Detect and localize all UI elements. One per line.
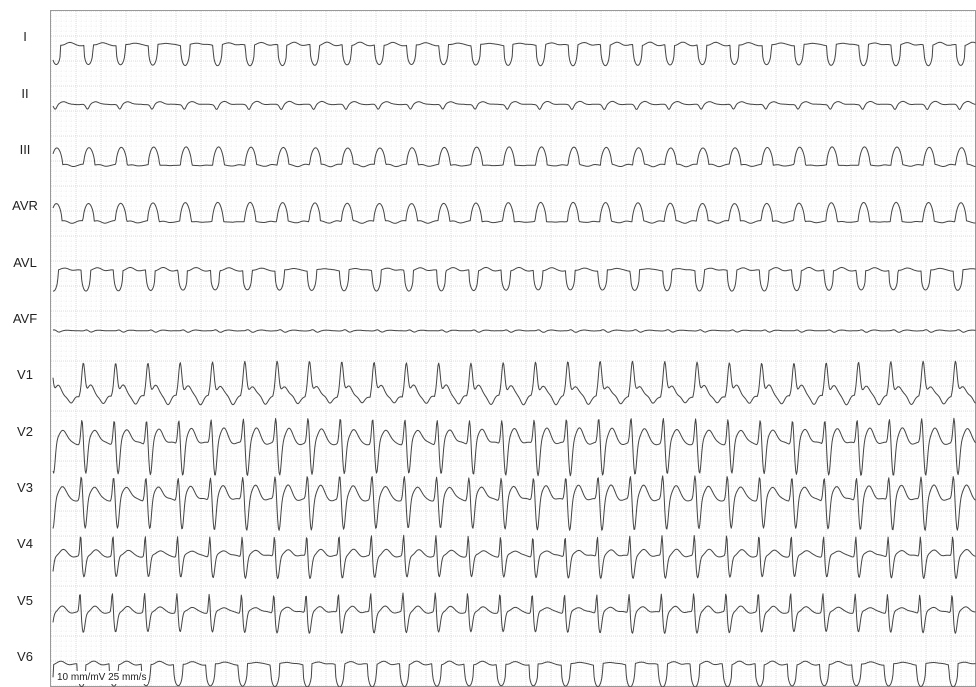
lead-label-v1: V1	[17, 367, 33, 383]
lead-trace-v5	[52, 592, 976, 634]
lead-label-v3: V3	[17, 479, 33, 495]
lead-trace-iii	[52, 146, 976, 168]
lead-label-avf: AVF	[12, 310, 38, 326]
lead-label-avl: AVL	[13, 254, 37, 270]
lead-trace-avl	[52, 267, 976, 292]
ecg-traces	[52, 41, 976, 687]
lead-label-v4: V4	[17, 536, 33, 552]
lead-label-v5: V5	[17, 592, 33, 608]
lead-label-iii: III	[19, 141, 31, 157]
lead-trace-v3	[52, 475, 976, 531]
calibration-note: 10 mm/mV 25 mm/s	[55, 671, 149, 684]
lead-labels: I II III AVR AVL AVF V1 V2 V3 V4 V5 V6	[0, 0, 52, 687]
lead-trace-v4	[52, 534, 976, 580]
lead-trace-v2	[52, 417, 976, 477]
lead-label-ii: II	[21, 85, 29, 101]
lead-trace-ii	[52, 100, 976, 110]
lead-trace-i	[52, 41, 976, 67]
lead-trace-avr	[52, 201, 976, 224]
lead-trace-v1	[52, 360, 976, 406]
lead-label-v6: V6	[17, 648, 33, 664]
lead-trace-v6	[52, 660, 976, 687]
lead-label-i: I	[23, 29, 27, 45]
lead-label-avr: AVR	[12, 198, 38, 214]
lead-label-v2: V2	[17, 423, 33, 439]
lead-trace-avf	[52, 329, 976, 333]
